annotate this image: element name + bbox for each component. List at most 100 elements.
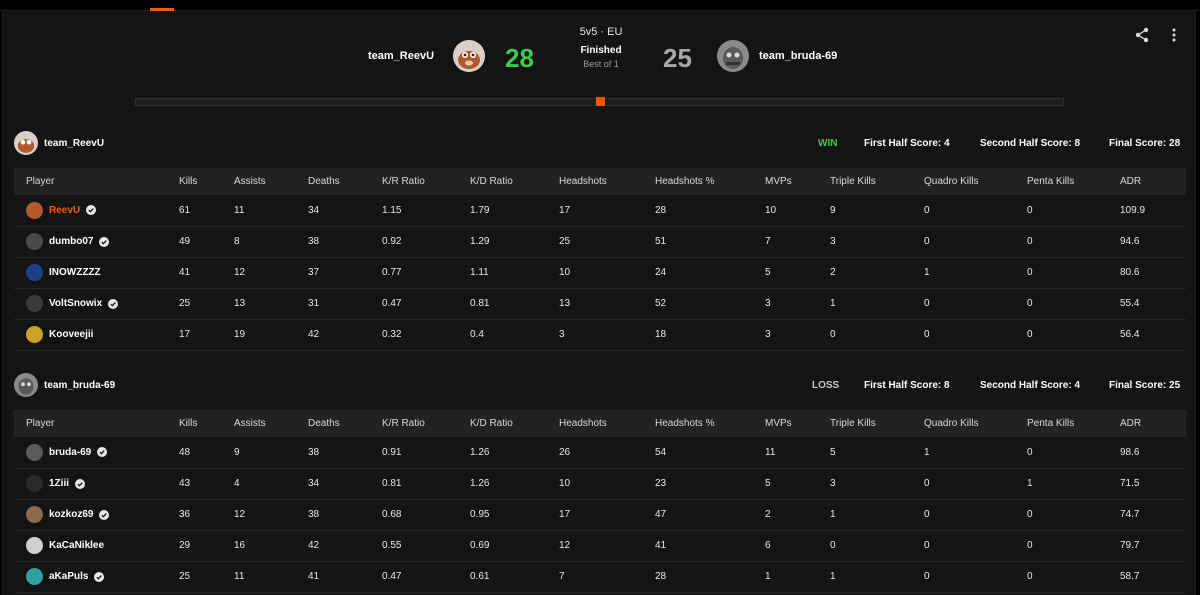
column-header[interactable]: Kills [179,410,234,437]
column-header[interactable]: MVPs [765,168,830,195]
column-header[interactable]: Quadro Kills [924,168,1027,195]
stat-cell: 0 [1027,319,1120,351]
team1-name[interactable]: team_ReevU [368,50,435,62]
player-name[interactable]: aKaPuls [49,571,89,582]
stat-cell: 80.6 [1120,257,1186,289]
player-name[interactable]: INOWZZZZ [49,267,101,278]
player-avatar[interactable] [26,295,43,312]
player-avatar[interactable] [26,475,43,492]
column-header[interactable]: Assists [234,168,308,195]
stat-cell: 5 [830,437,924,469]
stat-cell: 74.7 [1120,499,1186,531]
more-options-icon[interactable] [1165,26,1183,44]
column-header[interactable]: K/D Ratio [470,168,559,195]
player-name[interactable]: Kooveejii [49,329,94,340]
player-name[interactable]: VoltSnowix [49,298,103,309]
stat-cell: 0.95 [470,499,559,531]
stat-cell: 0.68 [382,499,470,531]
player-name[interactable]: KaCaNiklee [49,540,105,551]
stat-cell: 0.47 [382,561,470,593]
column-header[interactable]: MVPs [765,410,830,437]
column-header[interactable]: Headshots [559,410,655,437]
column-header[interactable]: Kills [179,168,234,195]
stat-cell: 0.81 [470,288,559,320]
share-icon[interactable] [1133,26,1151,44]
column-header[interactable]: Deaths [308,168,382,195]
player-avatar[interactable] [26,506,43,523]
column-header[interactable]: K/R Ratio [382,168,470,195]
stat-cell: 0 [924,561,1027,593]
column-header[interactable]: ADR [1120,410,1186,437]
team2-avatar[interactable] [717,40,749,72]
player-cell: kozkoz69 [14,499,179,531]
column-header[interactable]: Quadro Kills [924,410,1027,437]
stat-cell: 42 [308,530,382,562]
stat-cell: 25 [559,226,655,258]
player-name[interactable]: bruda-69 [49,446,92,458]
table-row: Kooveejii 17 19 42 0.32 0.4 3 18 3 0 0 0 56.4 [14,319,1186,351]
stat-cell: 56.4 [1120,319,1186,351]
team1-summary-avatar[interactable] [14,131,38,155]
column-header[interactable]: Headshots [559,168,655,195]
table-row: VoltSnowix 25 13 31 0.47 0.81 13 52 3 1 0 0 55.4 [14,288,1186,320]
team2-score: 25 [663,43,692,73]
team2-summary-avatar[interactable] [14,373,38,397]
player-name[interactable]: 1Ziii [49,478,70,489]
team2-summary-name[interactable]: team_bruda-69 [44,380,116,391]
player-cell: bruda-69 [14,437,179,469]
player-avatar[interactable] [26,264,43,281]
stat-cell: 0.47 [382,288,470,320]
column-header[interactable]: Player [14,168,179,195]
stat-cell: 55.4 [1120,288,1186,320]
stat-cell: 19 [234,319,308,351]
team2-name[interactable]: team_bruda-69 [759,50,838,62]
team1-avatar[interactable] [453,40,485,72]
team1-summary: team_ReevU WIN First Half Score: 4 Secon… [14,131,1186,157]
column-header[interactable]: Triple Kills [830,168,924,195]
player-cell: aKaPuls [14,561,179,593]
stat-cell: 0.61 [470,561,559,593]
verified-icon [97,447,108,458]
column-header[interactable]: ADR [1120,168,1186,195]
timeline-marker[interactable] [596,97,605,106]
table-row: dumbo07 49 8 38 0.92 1.29 25 51 7 3 0 0 94.6 [14,226,1186,258]
player-name[interactable]: dumbo07 [49,236,94,247]
stat-cell: 26 [559,437,655,469]
stat-cell: 1 [1027,468,1120,500]
stat-cell: 0.55 [382,530,470,562]
column-header[interactable]: Headshots % [655,410,765,437]
player-avatar[interactable] [26,443,43,461]
stat-cell: 3 [559,319,655,351]
column-header[interactable]: K/D Ratio [470,410,559,437]
stat-cell: 13 [559,288,655,320]
player-avatar[interactable] [26,537,43,554]
stat-cell: 58.7 [1120,561,1186,593]
column-header[interactable]: Triple Kills [830,410,924,437]
column-header[interactable]: Deaths [308,410,382,437]
stat-cell: 43 [179,468,234,500]
stat-cell: 0 [924,468,1027,500]
player-name[interactable]: ReevU [49,204,81,216]
stat-cell: 37 [308,257,382,289]
stat-cell: 0 [924,226,1027,258]
player-avatar[interactable] [26,201,43,219]
verified-icon [99,509,110,520]
player-name[interactable]: kozkoz69 [49,509,94,520]
player-avatar[interactable] [26,233,43,250]
team2-stats-table: Player Kills Assists Deaths K/R Ratio K/D Rat… [14,410,1186,593]
player-avatar[interactable] [26,568,43,585]
stat-cell: 3 [765,288,830,320]
column-header[interactable]: Player [14,410,179,437]
stat-cell: 3 [765,319,830,351]
stat-cell: 10 [559,257,655,289]
column-header[interactable]: Headshots % [655,168,765,195]
team1-summary-name[interactable]: team_ReevU [44,138,105,149]
column-header[interactable]: K/R Ratio [382,410,470,437]
column-header[interactable]: Penta Kills [1027,410,1120,437]
column-header[interactable]: Assists [234,410,308,437]
player-cell: ReevU [14,195,179,227]
column-header[interactable]: Penta Kills [1027,168,1120,195]
stat-cell: 1 [830,499,924,531]
round-timeline[interactable] [135,97,1064,106]
player-avatar[interactable] [26,326,43,343]
